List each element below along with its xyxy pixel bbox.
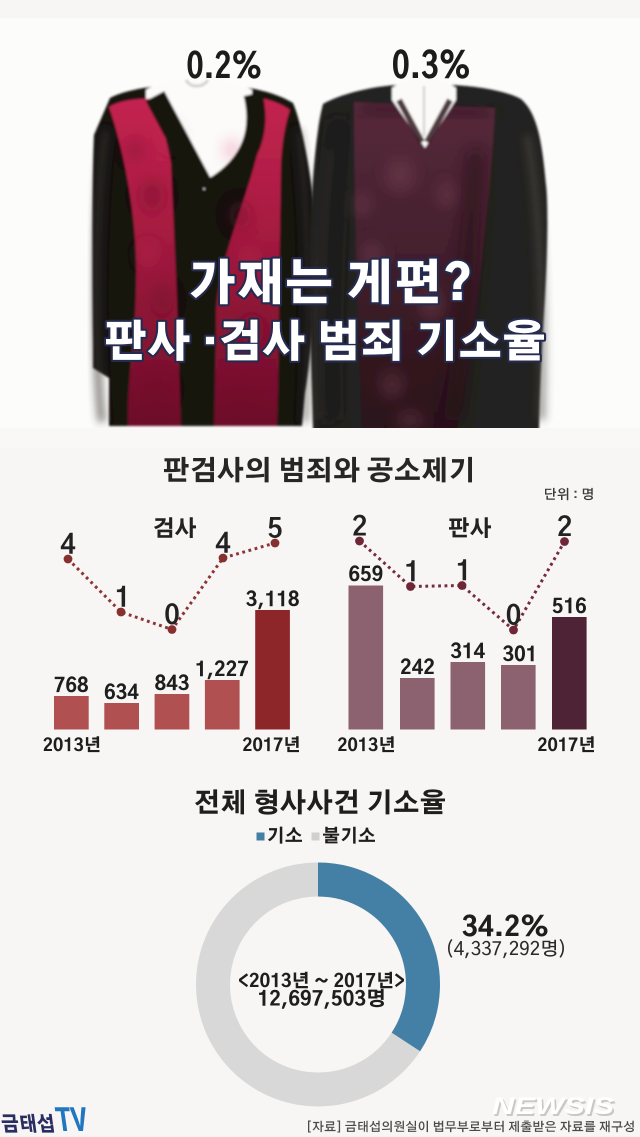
svg-text:NEWSIS: NEWSIS (494, 1095, 616, 1122)
svg-text:NEWSIS: NEWSIS (492, 1093, 614, 1120)
